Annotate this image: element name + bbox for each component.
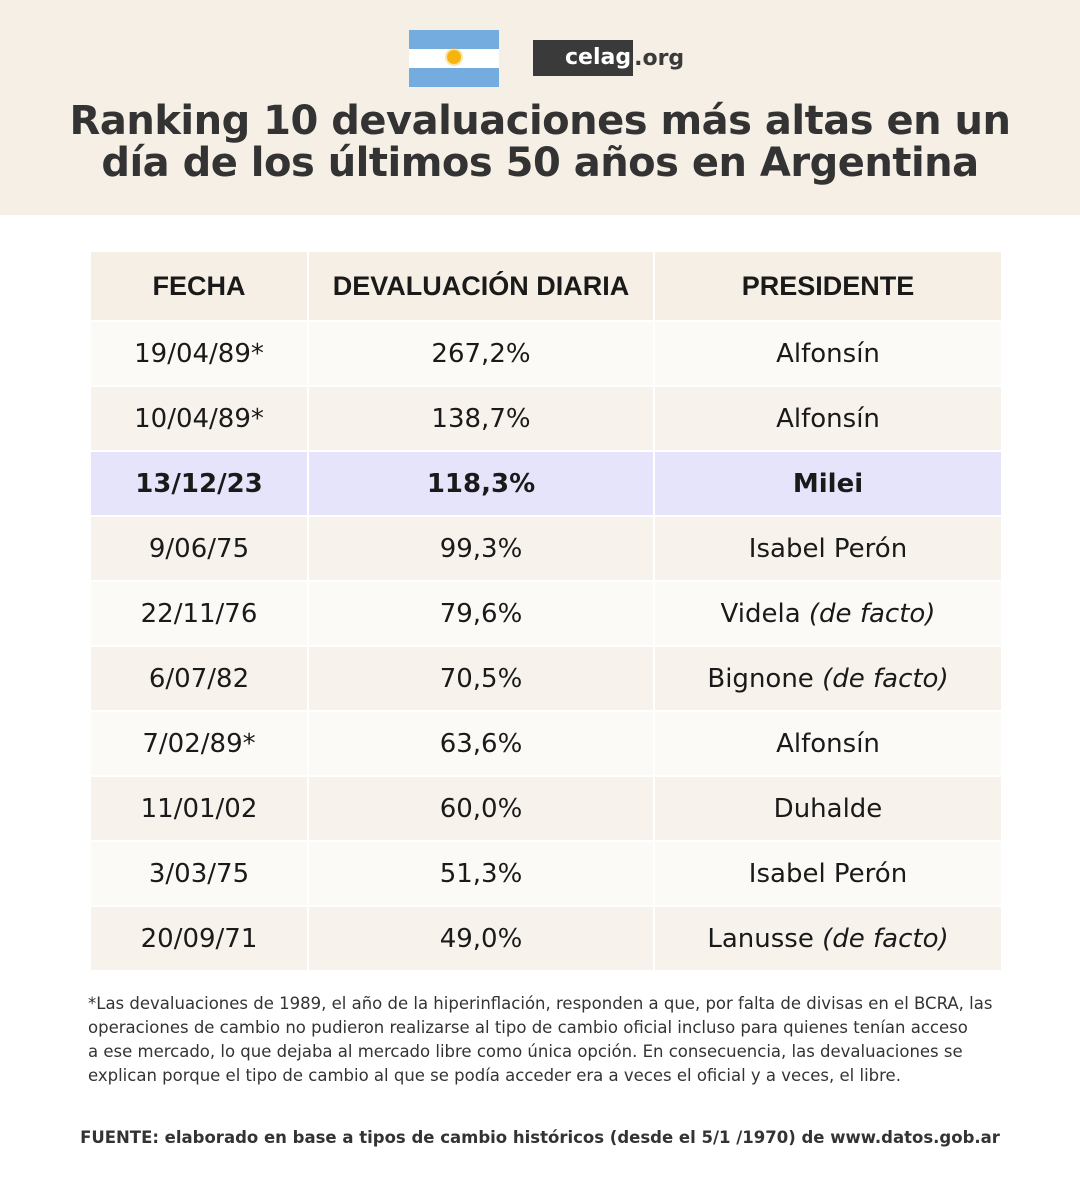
table-row: 22/11/76 79,6% Videla (de facto) [91,582,1001,645]
cell-presidente: Alfonsín [655,387,1001,450]
table-row: 9/06/75 99,3% Isabel Perón [91,517,1001,580]
president-name: Videla [720,598,801,629]
column-header-devaluacion: DEVALUACIÓN DIARIA [309,252,653,320]
cell-fecha: 3/03/75 [91,842,307,905]
president-name: Milei [792,468,864,499]
footnote-line-3: a ese mercado, lo que dejaba al mercado … [88,1042,963,1061]
cell-fecha: 6/07/82 [91,647,307,710]
title-line-1: Ranking 10 devaluaciones más altas en un [69,98,1011,144]
president-name: Isabel Perón [748,858,908,889]
logo-name: celag [533,40,634,76]
president-note: (de facto) [808,598,936,629]
cell-devaluacion: 70,5% [309,647,653,710]
table-row: 7/02/89* 63,6% Alfonsín [91,712,1001,775]
ranking-table: FECHA DEVALUACIÓN DIARIA PRESIDENTE 19/0… [89,250,1001,972]
cell-devaluacion: 51,3% [309,842,653,905]
header: celag .org Ranking 10 devaluaciones más a… [0,0,1080,215]
table-row: 10/04/89* 138,7% Alfonsín [91,387,1001,450]
column-header-fecha: FECHA [91,252,307,320]
table-row: 20/09/71 49,0% Lanusse (de facto) [91,907,1001,970]
footnote-line-1: *Las devaluaciones de 1989, el año de la… [88,994,993,1013]
cell-fecha: 13/12/23 [91,452,307,515]
cell-devaluacion: 49,0% [309,907,653,970]
cell-fecha: 19/04/89* [91,322,307,385]
cell-presidente: Alfonsín [655,712,1001,775]
celag-logo: celag .org [533,40,684,76]
cell-devaluacion: 118,3% [309,452,653,515]
president-name: Duhalde [773,793,883,824]
title-line-2: día de los últimos 50 años en Argentina [101,140,979,186]
table-row: 19/04/89* 267,2% Alfonsín [91,322,1001,385]
president-name: Lanusse [707,923,814,954]
cell-devaluacion: 267,2% [309,322,653,385]
cell-presidente: Alfonsín [655,322,1001,385]
cell-fecha: 11/01/02 [91,777,307,840]
table-row: 11/01/02 60,0% Duhalde [91,777,1001,840]
footnote: *Las devaluaciones de 1989, el año de la… [88,992,1008,1088]
column-header-presidente: PRESIDENTE [655,252,1001,320]
cell-presidente: Milei [655,452,1001,515]
cell-fecha: 7/02/89* [91,712,307,775]
president-name: Alfonsín [776,338,880,369]
cell-fecha: 9/06/75 [91,517,307,580]
table-row: 6/07/82 70,5% Bignone (de facto) [91,647,1001,710]
president-note: (de facto) [822,663,949,694]
cell-devaluacion: 79,6% [309,582,653,645]
table-header-row: FECHA DEVALUACIÓN DIARIA PRESIDENTE [91,252,1001,320]
table-row: 3/03/75 51,3% Isabel Perón [91,842,1001,905]
page-title: Ranking 10 devaluaciones más altas en un… [0,100,1080,184]
president-name: Alfonsín [776,403,880,434]
cell-devaluacion: 63,6% [309,712,653,775]
table-row: 13/12/23 118,3% Milei [91,452,1001,515]
cell-presidente: Lanusse (de facto) [655,907,1001,970]
cell-fecha: 10/04/89* [91,387,307,450]
president-name: Bignone [707,663,814,694]
president-name: Alfonsín [776,728,880,759]
cell-presidente: Isabel Perón [655,842,1001,905]
cell-presidente: Bignone (de facto) [655,647,1001,710]
cell-presidente: Isabel Perón [655,517,1001,580]
logo-tld: .org [634,45,685,71]
source-note: FUENTE: elaborado en base a tipos de cam… [80,1128,1000,1147]
president-name: Isabel Perón [748,533,908,564]
cell-devaluacion: 60,0% [309,777,653,840]
footnote-line-2: operaciones de cambio no pudieron realiz… [88,1018,968,1037]
cell-presidente: Videla (de facto) [655,582,1001,645]
cell-fecha: 20/09/71 [91,907,307,970]
cell-fecha: 22/11/76 [91,582,307,645]
cell-devaluacion: 99,3% [309,517,653,580]
cell-presidente: Duhalde [655,777,1001,840]
argentina-flag-icon [409,30,499,87]
president-note: (de facto) [822,923,949,954]
footnote-line-4: explican porque el tipo de cambio al que… [88,1066,901,1085]
cell-devaluacion: 138,7% [309,387,653,450]
